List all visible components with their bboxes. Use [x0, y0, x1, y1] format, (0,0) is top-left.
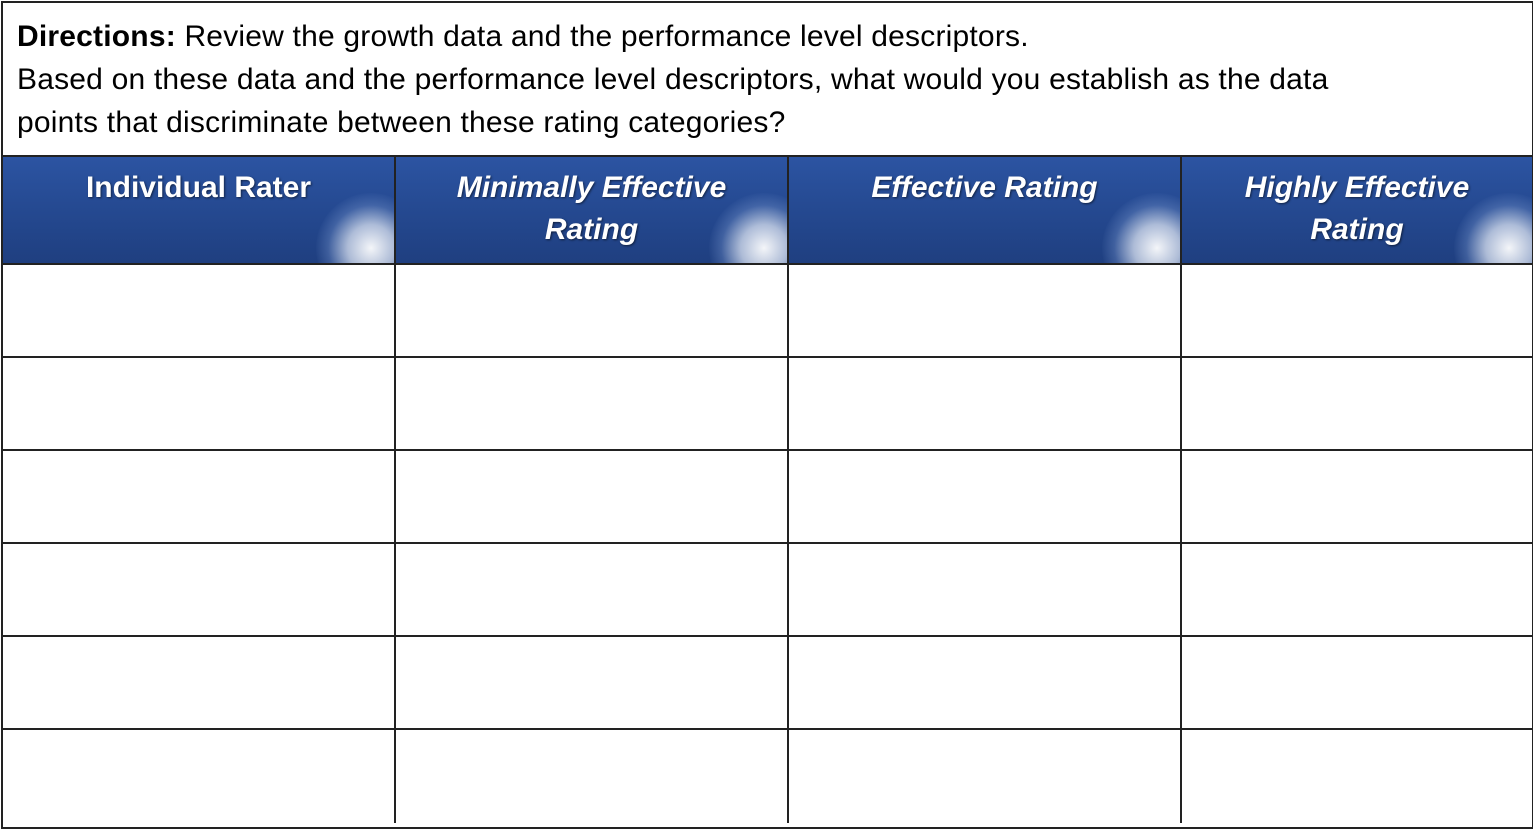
table-cell[interactable]: [1182, 451, 1532, 544]
table-cell[interactable]: [1182, 265, 1532, 358]
header-label: Minimally Effective: [456, 171, 727, 204]
directions-line-3: points that discriminate between these r…: [17, 106, 786, 139]
table-cell[interactable]: [396, 730, 789, 823]
table-cell[interactable]: [396, 451, 789, 544]
header-effective: Effective Rating: [789, 157, 1182, 265]
table-cell[interactable]: [3, 451, 396, 544]
table-cell[interactable]: [3, 265, 396, 358]
table-cell[interactable]: [3, 730, 396, 823]
table-cell[interactable]: [1182, 358, 1532, 451]
directions-line-2: Based on these data and the performance …: [17, 63, 1329, 96]
header-highly-effective: Highly Effective Rating: [1182, 157, 1532, 265]
header-label-line-2: Rating: [1310, 213, 1404, 246]
directions-line-1: Directions: Review the growth data and t…: [17, 15, 1518, 58]
directions-box: Directions: Review the growth data and t…: [3, 3, 1532, 157]
table-cell[interactable]: [3, 544, 396, 637]
header-label-line-2: Rating: [544, 213, 639, 246]
header-minimally-effective: Minimally Effective Rating: [396, 157, 789, 265]
header-label: Effective Rating: [871, 171, 1098, 204]
rating-table: Individual Rater Minimally Effective Rat…: [3, 157, 1532, 823]
table-cell[interactable]: [789, 451, 1182, 544]
header-label: Highly Effective: [1244, 171, 1470, 204]
table-cell[interactable]: [1182, 544, 1532, 637]
table-cell[interactable]: [789, 730, 1182, 823]
header-glow-decoration: [1102, 193, 1180, 263]
directions-label: Directions:: [17, 20, 176, 53]
table-cell[interactable]: [396, 358, 789, 451]
table-cell[interactable]: [789, 265, 1182, 358]
table-cell[interactable]: [396, 637, 789, 730]
table-cell[interactable]: [396, 265, 789, 358]
table-cell[interactable]: [1182, 637, 1532, 730]
table-cell[interactable]: [396, 544, 789, 637]
header-glow-decoration: [316, 193, 394, 263]
header-individual-rater: Individual Rater: [3, 157, 396, 265]
table-cell[interactable]: [1182, 730, 1532, 823]
table-cell[interactable]: [3, 358, 396, 451]
table-cell[interactable]: [789, 544, 1182, 637]
directions-text-1: Review the growth data and the performan…: [175, 20, 1029, 53]
table-cell[interactable]: [3, 637, 396, 730]
table-cell[interactable]: [789, 358, 1182, 451]
header-label: Individual Rater: [85, 171, 312, 204]
table-cell[interactable]: [789, 637, 1182, 730]
